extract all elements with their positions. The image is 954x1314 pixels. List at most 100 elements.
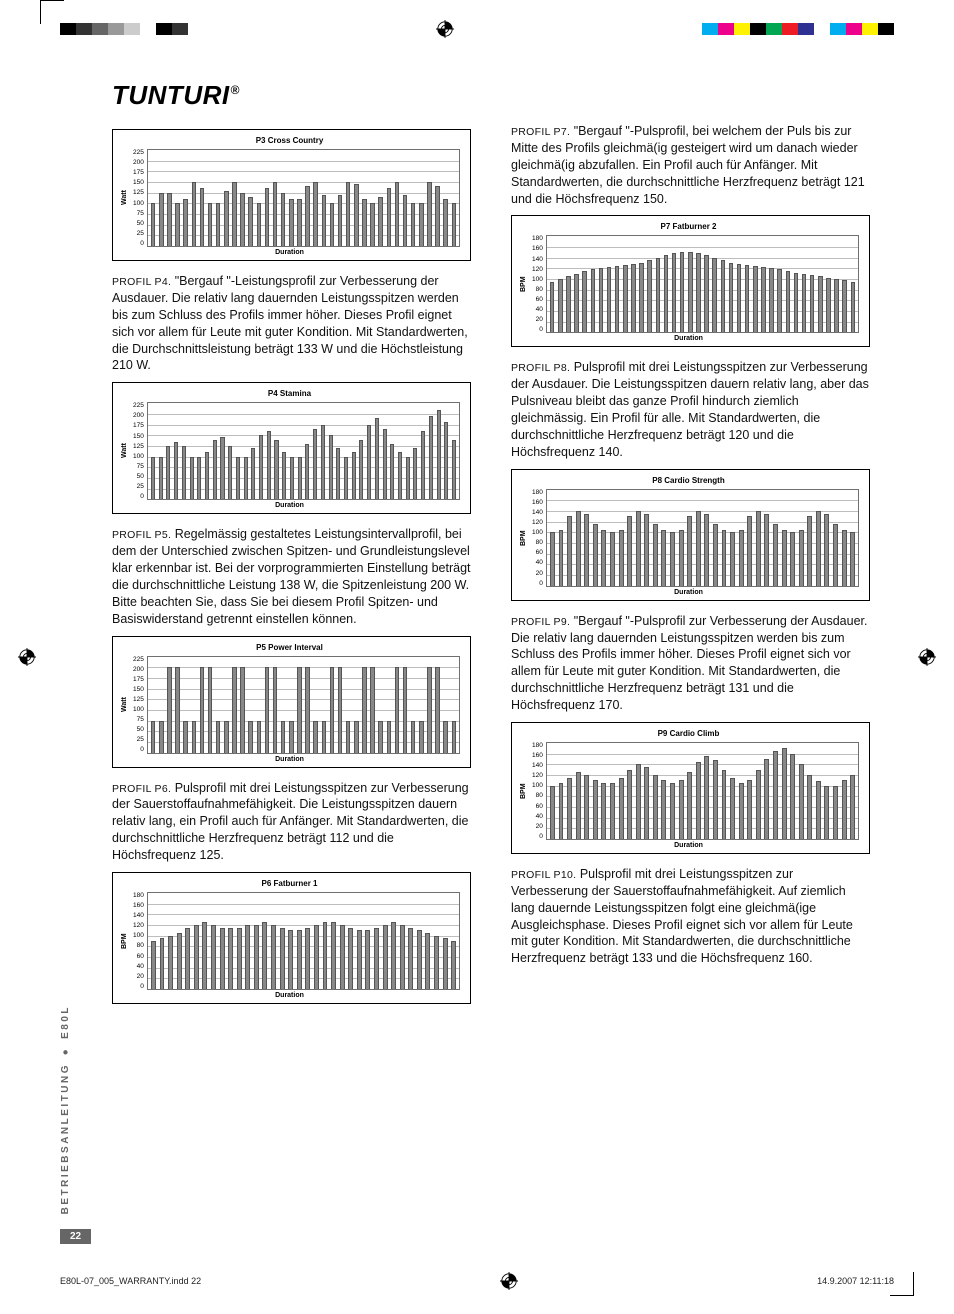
chart-bar xyxy=(816,781,821,839)
chart-p9: P9 Cardio ClimbBPM1801601401201008060402… xyxy=(511,722,870,854)
chart-bar xyxy=(267,431,271,499)
chart-bar xyxy=(370,667,374,752)
chart-bar xyxy=(370,203,374,246)
chart-bar xyxy=(257,203,261,246)
chart-bar xyxy=(833,786,838,839)
chart-bar xyxy=(151,203,155,246)
chart-bar xyxy=(298,457,302,500)
chart-bar xyxy=(769,268,773,332)
chart-bar xyxy=(824,786,829,839)
chart-bar xyxy=(644,767,649,839)
chart-bar xyxy=(567,516,572,585)
chart-bar xyxy=(747,780,752,839)
chart-bar xyxy=(790,532,795,585)
chart-bar xyxy=(802,274,806,333)
chart-bar xyxy=(403,195,407,246)
chart-bar xyxy=(745,265,749,332)
chart-bar xyxy=(435,186,439,246)
chart-bar xyxy=(696,511,701,586)
chart-bar xyxy=(273,182,277,246)
chart-bar xyxy=(786,271,790,332)
chart-bar xyxy=(262,922,267,989)
chart-bar xyxy=(607,267,611,332)
para-p5: PROFIL P5. Regelmässig gestaltetes Leist… xyxy=(112,526,471,627)
chart-bar xyxy=(362,199,366,246)
chart-bar xyxy=(730,778,735,839)
chart-bar xyxy=(383,925,388,989)
brand-logo: TUNTURI® xyxy=(112,80,906,111)
chart-bar xyxy=(400,925,405,989)
chart-bar xyxy=(289,721,293,753)
chart-bar xyxy=(159,721,163,753)
chart-bar xyxy=(220,928,225,989)
chart-bar xyxy=(610,532,615,585)
chart-bar xyxy=(185,928,190,989)
chart-bar xyxy=(679,780,684,839)
chart-bar xyxy=(390,444,394,499)
chart-bar xyxy=(280,928,285,989)
chart-bar xyxy=(362,667,366,752)
chart-bar xyxy=(352,452,356,499)
chart-bar xyxy=(636,764,641,839)
chart-bar xyxy=(782,530,787,586)
chart-bar xyxy=(713,524,718,585)
chart-bar xyxy=(202,922,207,989)
chart-bar xyxy=(816,511,821,586)
chart-bar xyxy=(168,936,173,989)
chart-bar xyxy=(271,925,276,989)
chart-bar xyxy=(435,667,439,752)
chart-bar xyxy=(192,721,196,753)
chart-bar xyxy=(408,928,413,989)
chart-bar xyxy=(730,532,735,585)
chart-bar xyxy=(550,282,554,333)
chart-bar xyxy=(383,429,387,499)
chart-title: P8 Cardio Strength xyxy=(518,476,859,485)
chart-bar xyxy=(737,264,741,332)
chart-bar xyxy=(297,667,301,752)
chart-p4: P4 StaminaWatt2252001751501251007550250D… xyxy=(112,382,471,514)
chart-bar xyxy=(619,778,624,839)
chart-bar xyxy=(403,667,407,752)
chart-bar xyxy=(236,457,240,500)
chart-bar xyxy=(601,783,606,839)
chart-bar xyxy=(623,265,627,332)
chart-bar xyxy=(175,203,179,246)
chart-bar xyxy=(348,928,353,989)
color-bar xyxy=(702,23,894,35)
chart-bar xyxy=(331,922,336,989)
para-p9: PROFIL P9. "Bergauf "-Pulsprofil zur Ver… xyxy=(511,613,870,714)
chart-bar xyxy=(842,780,847,839)
chart-xlabel: Duration xyxy=(518,589,859,598)
chart-bar xyxy=(810,275,814,333)
chart-bar xyxy=(174,442,178,500)
chart-bar xyxy=(419,721,423,753)
chart-bar xyxy=(452,203,456,246)
chart-p5: P5 Power IntervalWatt2252001751501251007… xyxy=(112,636,471,768)
chart-bar xyxy=(647,260,651,332)
chart-bar xyxy=(582,271,586,332)
chart-bar xyxy=(631,264,635,332)
chart-bar xyxy=(593,524,598,585)
chart-bar xyxy=(322,721,326,753)
chart-title: P9 Cardio Climb xyxy=(518,729,859,738)
chart-bar xyxy=(336,448,340,499)
chart-bar xyxy=(842,530,847,586)
chart-bar xyxy=(452,440,456,500)
chart-bar xyxy=(330,203,334,246)
chart-bar xyxy=(773,751,778,839)
chart-bar xyxy=(807,516,812,585)
chart-xlabel: Duration xyxy=(119,249,460,258)
chart-p6: P6 Fatburner 1BPM18016014012010080604020… xyxy=(112,872,471,1004)
chart-bar xyxy=(790,754,795,839)
chart-title: P4 Stamina xyxy=(119,389,460,398)
chart-bar xyxy=(599,268,603,332)
chart-bar xyxy=(680,252,684,332)
chart-bar xyxy=(232,667,236,752)
chart-bar xyxy=(558,279,562,332)
chart-bar xyxy=(297,930,302,989)
chart-bar xyxy=(160,938,165,989)
chart-bar xyxy=(177,933,182,989)
chart-bar xyxy=(722,530,727,586)
chart-bar xyxy=(610,783,615,839)
chart-bar xyxy=(653,524,658,585)
